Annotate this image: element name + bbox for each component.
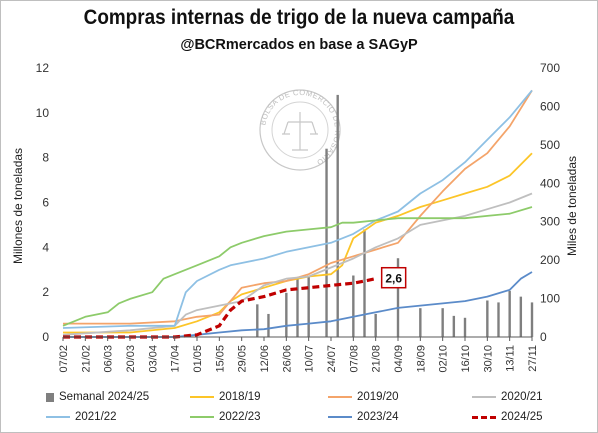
legend-swatch	[190, 416, 214, 418]
y-tick-right: 100	[540, 292, 560, 306]
x-tick-label: 24/07	[326, 345, 338, 373]
legend-label: 2021/22	[75, 411, 117, 423]
weekly-bar	[463, 317, 467, 337]
annotation-box	[380, 266, 407, 289]
weekly-bar	[497, 302, 500, 337]
y-tick-left: 6	[42, 196, 49, 210]
x-tick-label: 16/10	[460, 345, 472, 373]
series-line-2023-24	[63, 271, 533, 338]
weekly-bar	[396, 258, 400, 337]
x-tick-label: 18/09	[415, 345, 427, 373]
legend-swatch	[190, 396, 214, 398]
y-tick-right: 200	[540, 253, 560, 267]
y-tick-right: 300	[540, 215, 560, 229]
weekly-bar	[508, 290, 511, 337]
x-tick-label: 10/07	[304, 345, 316, 373]
x-tick-label: 04/09	[393, 345, 405, 373]
legend-label: 2022/23	[219, 411, 261, 423]
weekly-bar	[530, 302, 534, 337]
y-tick-left: 4	[42, 240, 49, 254]
y-tick-left: 0	[42, 330, 49, 344]
x-tick-label: 12/06	[259, 345, 271, 373]
x-tick-label: 07/08	[348, 345, 360, 373]
x-tick-label: 29/05	[237, 345, 249, 373]
series-line-2021-22	[62, 89, 533, 329]
y-tick-right: 500	[540, 138, 560, 152]
legend-swatch	[328, 416, 352, 418]
chart-subtitle: @BCRmercados en base a SAGyP	[180, 37, 418, 53]
legend-swatch	[472, 415, 496, 419]
legend-label: 2019/20	[357, 391, 399, 403]
y-tick-right: 700	[540, 61, 560, 75]
weekly-bar	[452, 315, 456, 337]
legend-item: 2020/21	[472, 391, 543, 403]
x-tick-label: 15/05	[214, 345, 226, 373]
legend-label: 2023/24	[357, 411, 399, 423]
legend-item: 2023/24	[328, 411, 399, 423]
x-tick-label: 17/04	[170, 345, 182, 373]
weekly-bar	[374, 313, 377, 337]
x-tick-label: 26/06	[281, 345, 293, 373]
y-tick-left: 12	[36, 61, 50, 75]
series-line-2024-25	[63, 277, 377, 339]
legend-label: 2024/25	[501, 411, 543, 423]
legend-item: 2019/20	[328, 391, 399, 403]
weekly-bar	[336, 94, 339, 338]
x-tick-label: 02/10	[438, 345, 450, 373]
legend-label: 2018/19	[219, 391, 261, 403]
watermark-seal: BOLSA DE COMERCIO DE ROSARIO	[258, 88, 342, 171]
annotation-label: 2,6	[385, 272, 402, 286]
weekly-bar	[419, 308, 422, 337]
x-tick-label: 03/04	[147, 345, 159, 373]
chart-legend: Semanal 2024/25 2018/19 2019/20 2020/21 2021…	[40, 389, 580, 429]
weekly-bar	[519, 296, 523, 337]
x-tick-label: 01/05	[192, 345, 204, 373]
seal-inner-ring	[271, 101, 329, 159]
y-tick-left: 2	[42, 285, 49, 299]
weekly-bar	[296, 277, 299, 337]
weekly-bar	[352, 275, 355, 337]
y-tick-right: 400	[540, 176, 560, 190]
y-tick-left: 8	[42, 151, 49, 165]
y-tick-left: 10	[36, 106, 50, 120]
legend-label: Semanal 2024/25	[59, 391, 150, 403]
legend-swatch	[46, 416, 70, 418]
legend-item: 2022/23	[190, 411, 261, 423]
x-tick-label: 30/10	[482, 345, 494, 373]
seal-scales-icon	[282, 112, 318, 151]
weekly-bar	[256, 304, 259, 337]
x-tick-label: 07/02	[58, 345, 70, 373]
legend-item: 2021/22	[46, 411, 117, 423]
y-axis-label-right: Miles de toneladas	[565, 156, 579, 256]
weekly-bar	[486, 300, 489, 337]
weekly-bar	[363, 229, 366, 337]
x-tick-label: 13/11	[505, 345, 517, 372]
legend-swatch	[46, 392, 54, 402]
seal-outer-ring	[259, 89, 341, 171]
weekly-bar	[285, 292, 288, 337]
y-tick-right: 600	[540, 99, 560, 113]
legend-swatch	[472, 396, 496, 398]
weekly-bar	[267, 313, 270, 337]
weekly-bar	[441, 308, 444, 337]
chart-title: Compras internas de trigo de la nueva ca…	[83, 6, 515, 29]
series-line-2019-20	[63, 89, 533, 325]
legend-item: Semanal 2024/25	[46, 391, 149, 403]
legend-item: 2018/19	[190, 391, 261, 403]
x-tick-label: 21/08	[371, 345, 383, 373]
series-line-2018-19	[63, 152, 533, 334]
legend-swatch	[328, 396, 352, 398]
legend-item: 2024/25	[472, 411, 543, 423]
x-tick-label: 27/11	[527, 345, 539, 372]
series-line-2022-23	[62, 206, 533, 327]
weekly-bar	[307, 275, 310, 337]
y-tick-right: 0	[540, 330, 547, 344]
x-tick-label: 21/02	[80, 345, 92, 373]
legend-label: 2020/21	[501, 391, 543, 403]
x-tick-label: 20/03	[125, 345, 137, 373]
series-line-2020-21	[62, 192, 533, 336]
y-axis-label-left: Millones de toneladas	[11, 148, 25, 264]
x-tick-label: 06/03	[103, 345, 115, 373]
